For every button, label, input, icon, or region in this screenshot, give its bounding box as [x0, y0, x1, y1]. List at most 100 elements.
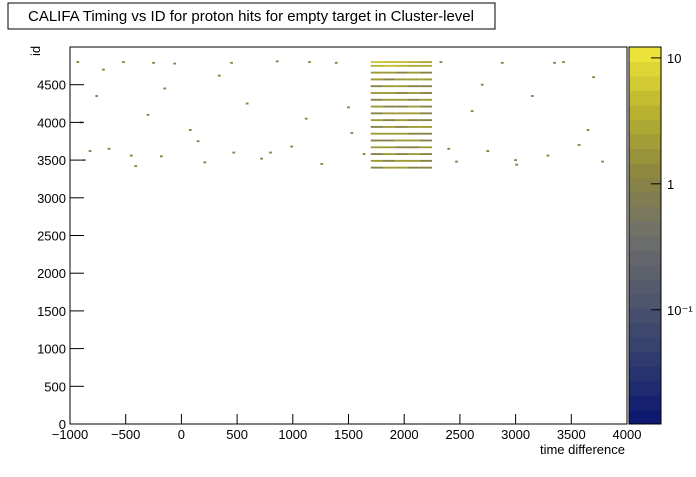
- cell: [383, 139, 396, 142]
- x-tick-label: 2000: [390, 427, 419, 442]
- cell: [419, 64, 433, 67]
- colorbar-band: [629, 293, 661, 309]
- cell: [395, 105, 408, 108]
- colorbar-band: [629, 250, 661, 265]
- cell: [407, 153, 420, 156]
- cell: [370, 125, 384, 128]
- x-tick-label: 500: [226, 427, 248, 442]
- cell: [395, 64, 408, 67]
- cell: [275, 60, 279, 63]
- cell: [407, 112, 420, 115]
- cell: [395, 132, 408, 135]
- cell: [383, 85, 396, 88]
- cell: [407, 166, 420, 169]
- cell: [407, 92, 420, 94]
- cell: [383, 64, 396, 67]
- cell: [95, 95, 99, 97]
- cell: [383, 61, 396, 64]
- cell: [188, 128, 192, 131]
- y-tick-label: 3000: [37, 191, 66, 206]
- cell: [370, 85, 384, 88]
- cell: [383, 105, 396, 108]
- x-tick-label: 1000: [278, 427, 307, 442]
- cell: [480, 83, 484, 86]
- x-tick-label: 4000: [613, 427, 642, 442]
- cell: [370, 146, 384, 149]
- cell: [122, 61, 125, 64]
- cell: [395, 139, 408, 142]
- colorbar-band: [629, 90, 661, 106]
- cell: [370, 71, 384, 74]
- cell: [586, 128, 590, 131]
- cell: [334, 61, 338, 64]
- x-tick-label: 0: [178, 427, 185, 442]
- cell: [76, 61, 80, 64]
- cell: [395, 146, 408, 149]
- colorbar-band: [629, 264, 661, 280]
- cell: [370, 132, 384, 135]
- colorbar-band: [629, 206, 661, 222]
- cell: [395, 78, 408, 81]
- colorbar-band: [629, 163, 661, 178]
- cell: [370, 166, 384, 169]
- cell: [470, 110, 474, 113]
- x-tick-label: 1500: [334, 427, 363, 442]
- x-tick-label: 3500: [557, 427, 586, 442]
- y-tick-label: 4000: [37, 115, 66, 130]
- cell: [370, 92, 384, 94]
- cell: [407, 98, 420, 101]
- cell: [407, 146, 420, 149]
- cell: [383, 78, 396, 81]
- cell: [383, 159, 396, 162]
- colorbar-band: [629, 409, 661, 425]
- cell: [407, 119, 420, 122]
- cell: [419, 92, 433, 94]
- cell: [383, 125, 396, 128]
- cell: [407, 64, 420, 67]
- cell: [500, 61, 504, 64]
- cell: [407, 132, 420, 135]
- cell: [107, 147, 111, 150]
- colorbar-band: [629, 105, 661, 120]
- colorbar-band: [629, 337, 661, 352]
- cell: [129, 154, 133, 157]
- chart-title: CALIFA Timing vs ID for proton hits for …: [28, 8, 474, 25]
- colorbar-band: [629, 395, 661, 410]
- cell: [88, 150, 92, 152]
- colorbar-band: [629, 366, 661, 381]
- colorbar-band: [629, 322, 661, 338]
- colorbar-band: [629, 177, 661, 193]
- cell: [530, 95, 534, 97]
- cell: [395, 153, 408, 156]
- cell: [146, 113, 150, 116]
- cell: [419, 166, 433, 169]
- cell: [592, 76, 595, 79]
- cell: [486, 150, 490, 152]
- colorbar-band: [629, 148, 661, 164]
- cell: [383, 92, 396, 94]
- cell: [383, 71, 396, 74]
- cell: [553, 61, 556, 64]
- cell: [419, 159, 433, 162]
- cell: [370, 119, 384, 122]
- cell: [407, 125, 420, 128]
- colorbar-band: [629, 76, 661, 91]
- cell: [370, 64, 384, 67]
- z-tick-label: 10: [667, 51, 681, 66]
- cell: [419, 71, 433, 74]
- cell: [407, 85, 420, 88]
- cell: [395, 112, 408, 115]
- cell: [232, 151, 236, 154]
- cell: [159, 155, 163, 158]
- cell: [370, 105, 384, 108]
- cell: [370, 61, 384, 64]
- cell: [515, 163, 519, 166]
- cell: [577, 144, 581, 146]
- colorbar-band: [629, 134, 661, 149]
- cell: [419, 98, 433, 101]
- cell: [419, 119, 433, 122]
- cell: [370, 98, 384, 101]
- cell: [395, 85, 408, 88]
- cell: [407, 159, 420, 162]
- cell: [383, 153, 396, 156]
